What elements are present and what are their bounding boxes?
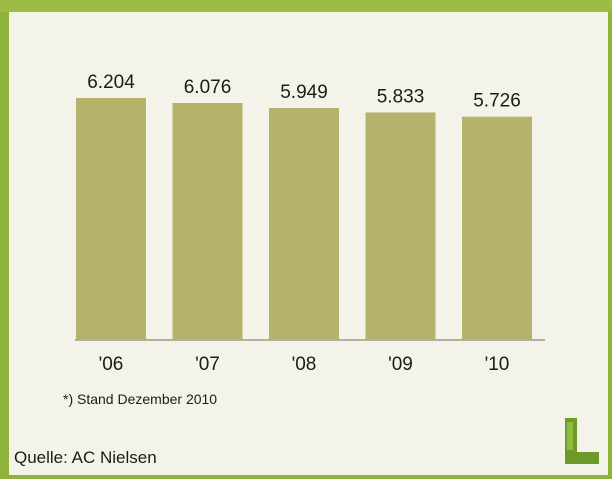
x-tick-label-0: '06 xyxy=(99,354,124,375)
value-label-1: 6.076 xyxy=(184,77,232,98)
x-tick-label-3: '09 xyxy=(388,354,413,375)
x-tick-label-2: '08 xyxy=(292,354,317,375)
bar-3 xyxy=(365,112,436,340)
bar-0 xyxy=(76,98,146,340)
value-label-2: 5.949 xyxy=(280,82,328,103)
value-label-0: 6.204 xyxy=(87,72,135,93)
bar-2 xyxy=(269,107,339,340)
footnote: *) Stand Dezember 2010 xyxy=(63,391,218,407)
header-band xyxy=(0,0,612,12)
source-note: Quelle: AC Nielsen xyxy=(14,448,157,467)
x-tick-label-1: '07 xyxy=(195,354,220,375)
bar-4 xyxy=(462,116,532,341)
value-label-3: 5.833 xyxy=(377,86,425,107)
x-tick-label-4: '10 xyxy=(485,354,510,375)
value-label-4: 5.726 xyxy=(473,91,521,112)
bar-1 xyxy=(172,102,243,340)
letter-l-logo-icon xyxy=(565,418,599,464)
